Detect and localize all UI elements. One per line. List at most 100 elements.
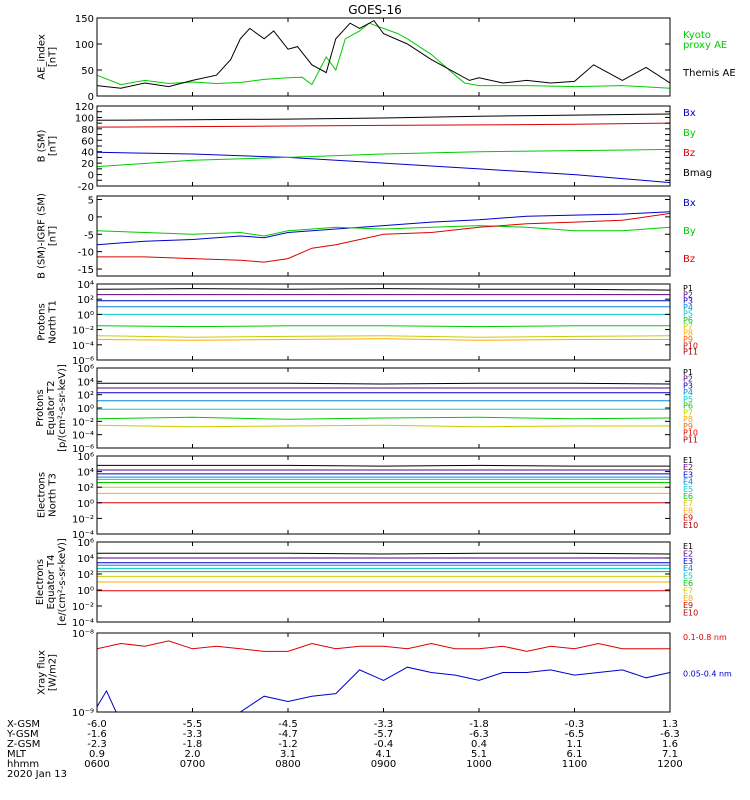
- y-tick-label: 10⁻²: [72, 514, 94, 525]
- series-label-P11: P11: [683, 435, 698, 444]
- series-label-E2: E2: [683, 549, 693, 558]
- y-tick-label: 120: [75, 102, 94, 113]
- y-tick-label: 10⁻²: [72, 602, 94, 613]
- orbit-value: 5.1: [471, 749, 487, 760]
- series-label-By: By: [683, 128, 696, 139]
- series-label-Kyoto-proxy-AE: proxy AE: [683, 40, 727, 51]
- orbit-value: 1.3: [662, 719, 678, 730]
- series-line-Bmag: [97, 113, 670, 121]
- y-tick-label: 10⁶: [77, 452, 94, 463]
- orbit-value: 6.1: [567, 749, 583, 760]
- series-label-E2: E2: [683, 463, 693, 472]
- orbit-table: X-GSM -6.0 -5.5 -4.5 -3.3 -1.8 -0.3 1.3Y-GSM -1.…: [6, 719, 683, 780]
- series-label-E5: E5: [683, 572, 693, 581]
- y-axis-label: AE_index: [37, 34, 48, 80]
- series-line-0-05-0-4-nm: [97, 666, 670, 712]
- series-label-E3: E3: [683, 557, 693, 566]
- orbit-value: 0600: [84, 759, 109, 770]
- orbit-value: -0.3: [565, 719, 585, 730]
- series-label-E8: E8: [683, 506, 693, 515]
- y-tick-label: 0: [88, 213, 94, 224]
- series-label-E1: E1: [683, 542, 693, 551]
- series-label-P10: P10: [683, 429, 698, 438]
- y-tick-label: 10⁻⁶: [72, 356, 94, 367]
- series-label-P4: P4: [683, 388, 693, 397]
- series-label-P3: P3: [683, 381, 693, 390]
- series-label-Bz: Bz: [683, 148, 695, 159]
- plot-date: 2020 Jan 13: [7, 769, 67, 780]
- y-axis-label: B (SM)-IGRF (SM): [37, 193, 48, 279]
- y-axis-label: [W/m2]: [48, 654, 59, 691]
- y-tick-label: 20: [81, 159, 94, 170]
- series-label-P9: P9: [683, 422, 693, 431]
- panel-frame: [96, 455, 671, 535]
- y-tick-label: 10⁻⁴: [72, 341, 94, 352]
- y-tick-label: 10²: [77, 570, 94, 581]
- series-label-P5: P5: [683, 309, 693, 318]
- series-label-E6: E6: [683, 579, 693, 588]
- y-tick-label: 40: [81, 148, 94, 159]
- series-label-E4: E4: [683, 478, 693, 487]
- orbit-value: 1000: [466, 759, 491, 770]
- orbit-value: -2.3: [87, 739, 107, 750]
- series-label-E10: E10: [683, 521, 698, 530]
- y-tick-label: 0: [88, 92, 94, 103]
- orbit-value: 7.1: [662, 749, 678, 760]
- orbit-value: -6.3: [660, 729, 680, 740]
- orbit-value: 0.9: [89, 749, 105, 760]
- series-label-E7: E7: [683, 586, 693, 595]
- y-axis-label: Protons: [35, 389, 46, 426]
- orbit-row-label: X-GSM: [7, 719, 40, 730]
- series-label-0.05-0.4 nm: 0.05-0.4 nm: [683, 670, 732, 679]
- series-label-P6: P6: [683, 402, 693, 411]
- y-tick-label: -15: [78, 265, 94, 276]
- orbit-value: -6.5: [565, 729, 585, 740]
- y-tick-label: 10⁻⁴: [72, 530, 94, 541]
- orbit-value: 1200: [657, 759, 682, 770]
- series-line-0-1-0-8-nm: [97, 640, 670, 652]
- y-axis-label: [nT]: [48, 47, 59, 67]
- series-label-P6: P6: [683, 316, 693, 325]
- series-label-P7: P7: [683, 408, 693, 417]
- y-tick-label: 80: [81, 125, 94, 136]
- series-line-By: [97, 225, 670, 237]
- orbit-value: 1.6: [662, 739, 678, 750]
- panel-frame: [96, 195, 671, 277]
- y-axis-label: [e/(cm²-s-sr-keV)]: [57, 538, 68, 626]
- series-label-Bx: Bx: [683, 108, 696, 119]
- y-tick-label: 10⁰: [77, 586, 94, 597]
- y-tick-label: 10⁻⁸: [72, 629, 94, 640]
- y-tick-label: 100: [75, 40, 94, 51]
- series-label-E6: E6: [683, 492, 693, 501]
- y-tick-label: 10²: [77, 483, 94, 494]
- y-tick-label: 10⁻⁴: [72, 431, 94, 442]
- series-line-Bx: [97, 211, 670, 246]
- y-tick-label: 10⁴: [77, 468, 94, 479]
- orbit-value: -3.3: [374, 719, 394, 730]
- series-label-Kyoto-proxy-AE: Kyoto: [683, 30, 711, 41]
- series-line-E1: [97, 552, 670, 555]
- series-label-E5: E5: [683, 485, 693, 494]
- panel-4: 10⁻⁶ 10⁻⁴ 10⁻² 10⁰ 10² 10⁴ Protons North T1 P1P2…: [37, 280, 699, 367]
- y-axis-label: Electrons: [35, 559, 46, 605]
- series-label-E4: E4: [683, 564, 693, 573]
- y-tick-label: 10⁴: [77, 280, 94, 291]
- y-axis-label: [p/(cm²-s-sr-keV)]: [57, 364, 68, 452]
- series-label-P1: P1: [683, 368, 693, 377]
- series-label-P8: P8: [683, 415, 693, 424]
- y-axis-label: Equator T4: [46, 555, 57, 610]
- series-line-E1: [97, 464, 670, 467]
- orbit-value: -6.0: [87, 719, 107, 730]
- y-tick-label: 10⁶: [77, 364, 94, 375]
- orbit-value: -1.8: [183, 739, 203, 750]
- series-line-P1: [97, 288, 670, 291]
- series-line-P6: [97, 325, 670, 328]
- y-tick-label: 10²: [77, 295, 94, 306]
- panel-frame: [96, 283, 671, 361]
- y-axis-label: Electrons: [37, 472, 48, 518]
- plot-title: GOES-16: [348, 3, 402, 17]
- orbit-value: 3.1: [280, 749, 296, 760]
